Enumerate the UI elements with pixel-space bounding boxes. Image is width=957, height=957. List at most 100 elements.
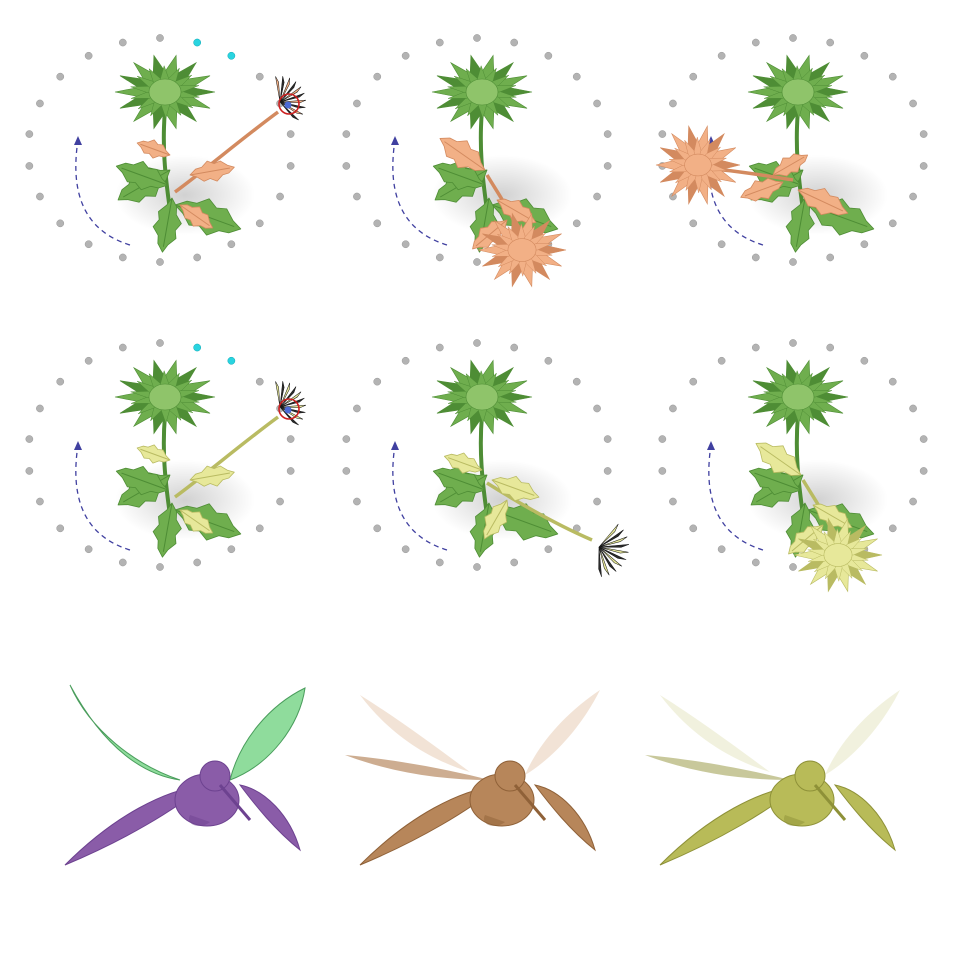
control-dot (751, 558, 760, 567)
control-dot (84, 545, 93, 554)
main-stem (478, 414, 489, 516)
leaf (152, 502, 182, 558)
control-dot (751, 253, 760, 262)
control-dot (36, 99, 44, 108)
deformed-leaf (136, 139, 171, 159)
deformed-leaf (772, 153, 809, 177)
bird-shade (484, 815, 505, 826)
deformed-blossom-center (507, 238, 537, 262)
control-dot (689, 524, 698, 533)
ghost-wing (660, 695, 770, 772)
control-dot (255, 72, 264, 81)
panel-r2-c2 (342, 339, 629, 577)
control-dot (435, 558, 444, 567)
control-dot (353, 497, 361, 506)
control-dot (56, 72, 65, 81)
control-dot (544, 356, 553, 365)
panel-r2-c1 (25, 339, 307, 571)
control-dot (593, 497, 601, 506)
control-dot (658, 130, 667, 138)
control-dot (84, 356, 93, 365)
front-wing (533, 784, 596, 852)
control-dot (401, 545, 410, 554)
leaf (748, 466, 802, 496)
top-flower (747, 54, 849, 130)
control-dot (789, 34, 797, 42)
control-dot (435, 38, 444, 47)
hummingbird-purple-green (64, 684, 306, 866)
bird-head (494, 760, 526, 792)
wing (645, 755, 790, 780)
rotation-arrow (75, 139, 131, 246)
control-dot (193, 253, 202, 262)
control-dot (118, 343, 127, 352)
control-dot (888, 72, 897, 81)
control-dot (25, 435, 34, 443)
rotation-arrow (392, 444, 448, 551)
deformed-leaf (179, 509, 214, 534)
deformed-leaf (444, 452, 483, 474)
bird-shade (784, 815, 805, 826)
top-flower (747, 359, 849, 435)
deformed-leaf (136, 444, 171, 464)
deformed-leaf (755, 442, 802, 476)
deformed-leaf (797, 187, 849, 216)
control-dot (156, 34, 164, 42)
hummingbird-brown (345, 690, 600, 866)
arrow-head-icon (74, 441, 82, 450)
top-flower-center (781, 78, 815, 106)
leaf (152, 197, 182, 253)
target-marker-point (284, 101, 292, 109)
control-dot (353, 99, 361, 108)
control-dot (353, 192, 361, 201)
main-stem (161, 109, 172, 211)
control-dot (373, 377, 382, 386)
top-flower (431, 54, 533, 130)
control-dot (473, 34, 481, 42)
arrow-head-icon (391, 441, 399, 450)
control-dot (593, 99, 601, 108)
target-dot (193, 38, 202, 47)
deformed-blossom (655, 124, 741, 206)
target-dot (227, 356, 236, 365)
control-dot (56, 524, 65, 533)
control-dot (603, 130, 612, 138)
control-dot (510, 343, 519, 352)
control-dot (909, 99, 917, 108)
main-stem (161, 414, 172, 516)
control-dot (689, 72, 698, 81)
target-dot (227, 51, 236, 60)
control-dot (118, 558, 127, 567)
control-dot (435, 343, 444, 352)
bird-beak (813, 784, 847, 821)
control-dot (373, 524, 382, 533)
top-flower (114, 54, 216, 130)
control-dot (860, 356, 869, 365)
leaf (115, 466, 169, 496)
deformed-leaf (496, 198, 537, 224)
control-dot (473, 258, 481, 266)
control-dot (919, 130, 928, 138)
hummingbird-olive (645, 690, 900, 866)
panel-r1-c3 (655, 34, 928, 266)
control-dot (888, 377, 897, 386)
control-dot (669, 497, 677, 506)
leaf (785, 197, 815, 253)
control-dot (689, 377, 698, 386)
control-dot (510, 38, 519, 47)
control-dot (342, 162, 351, 170)
deformed-blossom-center (684, 153, 712, 177)
control-dot (789, 339, 797, 347)
top-flower-center (148, 78, 182, 106)
control-dot (156, 258, 164, 266)
arrow-head-icon (707, 441, 715, 450)
control-dot (572, 377, 581, 386)
deformed-leaf (491, 475, 540, 502)
control-dot (227, 240, 236, 249)
target-marker-ring (278, 398, 300, 420)
control-dot (603, 435, 612, 443)
control-dot (658, 467, 667, 475)
deformed-stem (173, 415, 280, 499)
target-marker-point (284, 406, 292, 414)
